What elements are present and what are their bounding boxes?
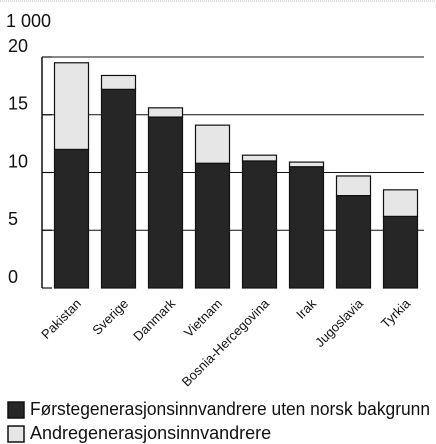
bar-segment <box>288 161 325 168</box>
bar-segment <box>288 166 325 289</box>
legend-swatch <box>7 401 25 419</box>
bar-segment <box>194 162 231 289</box>
x-tick-label: Bosnia-Hercegovina <box>179 295 273 389</box>
bar-segment <box>100 74 137 90</box>
y-tick-label: 0 <box>8 267 18 287</box>
bar-segment <box>335 195 372 289</box>
bar-segment <box>335 175 372 197</box>
y-unit-label: 1 000 <box>6 11 51 31</box>
bar-segment <box>382 215 419 289</box>
bar-segment <box>194 124 231 164</box>
x-tick-label: Tyrkia <box>378 295 414 331</box>
bar-segment <box>100 88 137 289</box>
bar-segment <box>241 154 278 162</box>
bar-segment <box>147 116 184 289</box>
bar-segment <box>241 160 278 289</box>
y-tick-label: 15 <box>8 94 28 114</box>
x-tick-label: Pakistan <box>38 296 84 342</box>
x-tick-label: Vietnam <box>181 296 225 340</box>
x-tick-label: Sverige <box>89 296 131 338</box>
legend-label: Andregenerasjonsinnvandrere <box>30 423 271 443</box>
x-tick-label: Danmark <box>130 296 178 344</box>
y-tick-label: 5 <box>8 209 18 229</box>
bar-segment <box>147 107 184 118</box>
y-tick-label: 10 <box>8 151 28 171</box>
x-tick-label: Jugoslavia <box>312 295 367 350</box>
bar-segment <box>53 148 90 289</box>
bar-segment <box>382 189 419 217</box>
bar-segment <box>53 62 90 151</box>
y-tick-label: 20 <box>8 36 28 56</box>
legend-label: Førstegenerasjonsinnvandrere uten norsk … <box>30 399 430 419</box>
x-tick-label: Irak <box>293 296 319 322</box>
legend-swatch <box>7 425 25 443</box>
